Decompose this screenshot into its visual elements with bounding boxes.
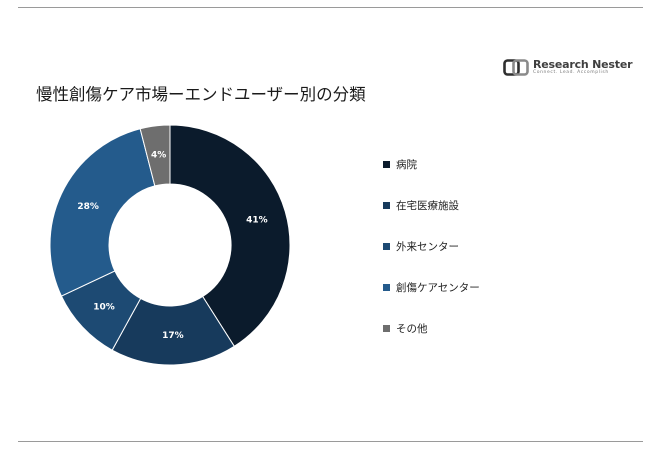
top-divider [18, 7, 643, 8]
legend-swatch-1 [383, 160, 390, 168]
legend-label-4: 創傷ケアセンター [396, 281, 480, 294]
legend-swatch-5 [383, 324, 390, 332]
donut-slice-4 [49, 128, 156, 297]
chart-legend: 病院在宅医療施設 外来センター創傷ケアセンター その他 [383, 156, 480, 361]
research-nester-logo: Research Nester Connect. Lead. Accomplis… [503, 58, 633, 76]
data-label-5: 4% [151, 151, 166, 161]
legend-label-3: 外来センター [396, 240, 459, 253]
legend-label-1: 病院 [396, 158, 417, 171]
legend-item-5: その他 [383, 320, 480, 336]
legend-item-1: 病院 [383, 156, 480, 172]
legend-swatch-4 [383, 283, 390, 291]
legend-label-5: その他 [396, 322, 428, 335]
legend-item-3: 外来センター [383, 238, 480, 254]
data-label-1: 41% [246, 215, 268, 225]
legend-item-4: 創傷ケアセンター [383, 279, 480, 295]
donut-slice-5 [139, 124, 171, 187]
legend-item-2: 在宅医療施設 [383, 197, 480, 213]
logo-name: Research Nester [533, 58, 633, 72]
data-label-4: 28% [77, 202, 99, 212]
data-label-3: 10% [93, 302, 115, 312]
data-label-2: 17% [162, 331, 184, 341]
research-nester-logo-icon [503, 59, 529, 76]
legend-swatch-2 [383, 201, 390, 209]
legend-label-2: 在宅医療施設 [396, 199, 459, 212]
donut-slice-1 [169, 124, 291, 348]
chart-title: 慢性創傷ケア市場ーエンドユーザー別の分類 [36, 85, 366, 104]
logo-tagline: Connect. Lead. Accomplish [533, 70, 609, 76]
bottom-divider [18, 441, 643, 442]
legend-swatch-3 [383, 242, 390, 250]
